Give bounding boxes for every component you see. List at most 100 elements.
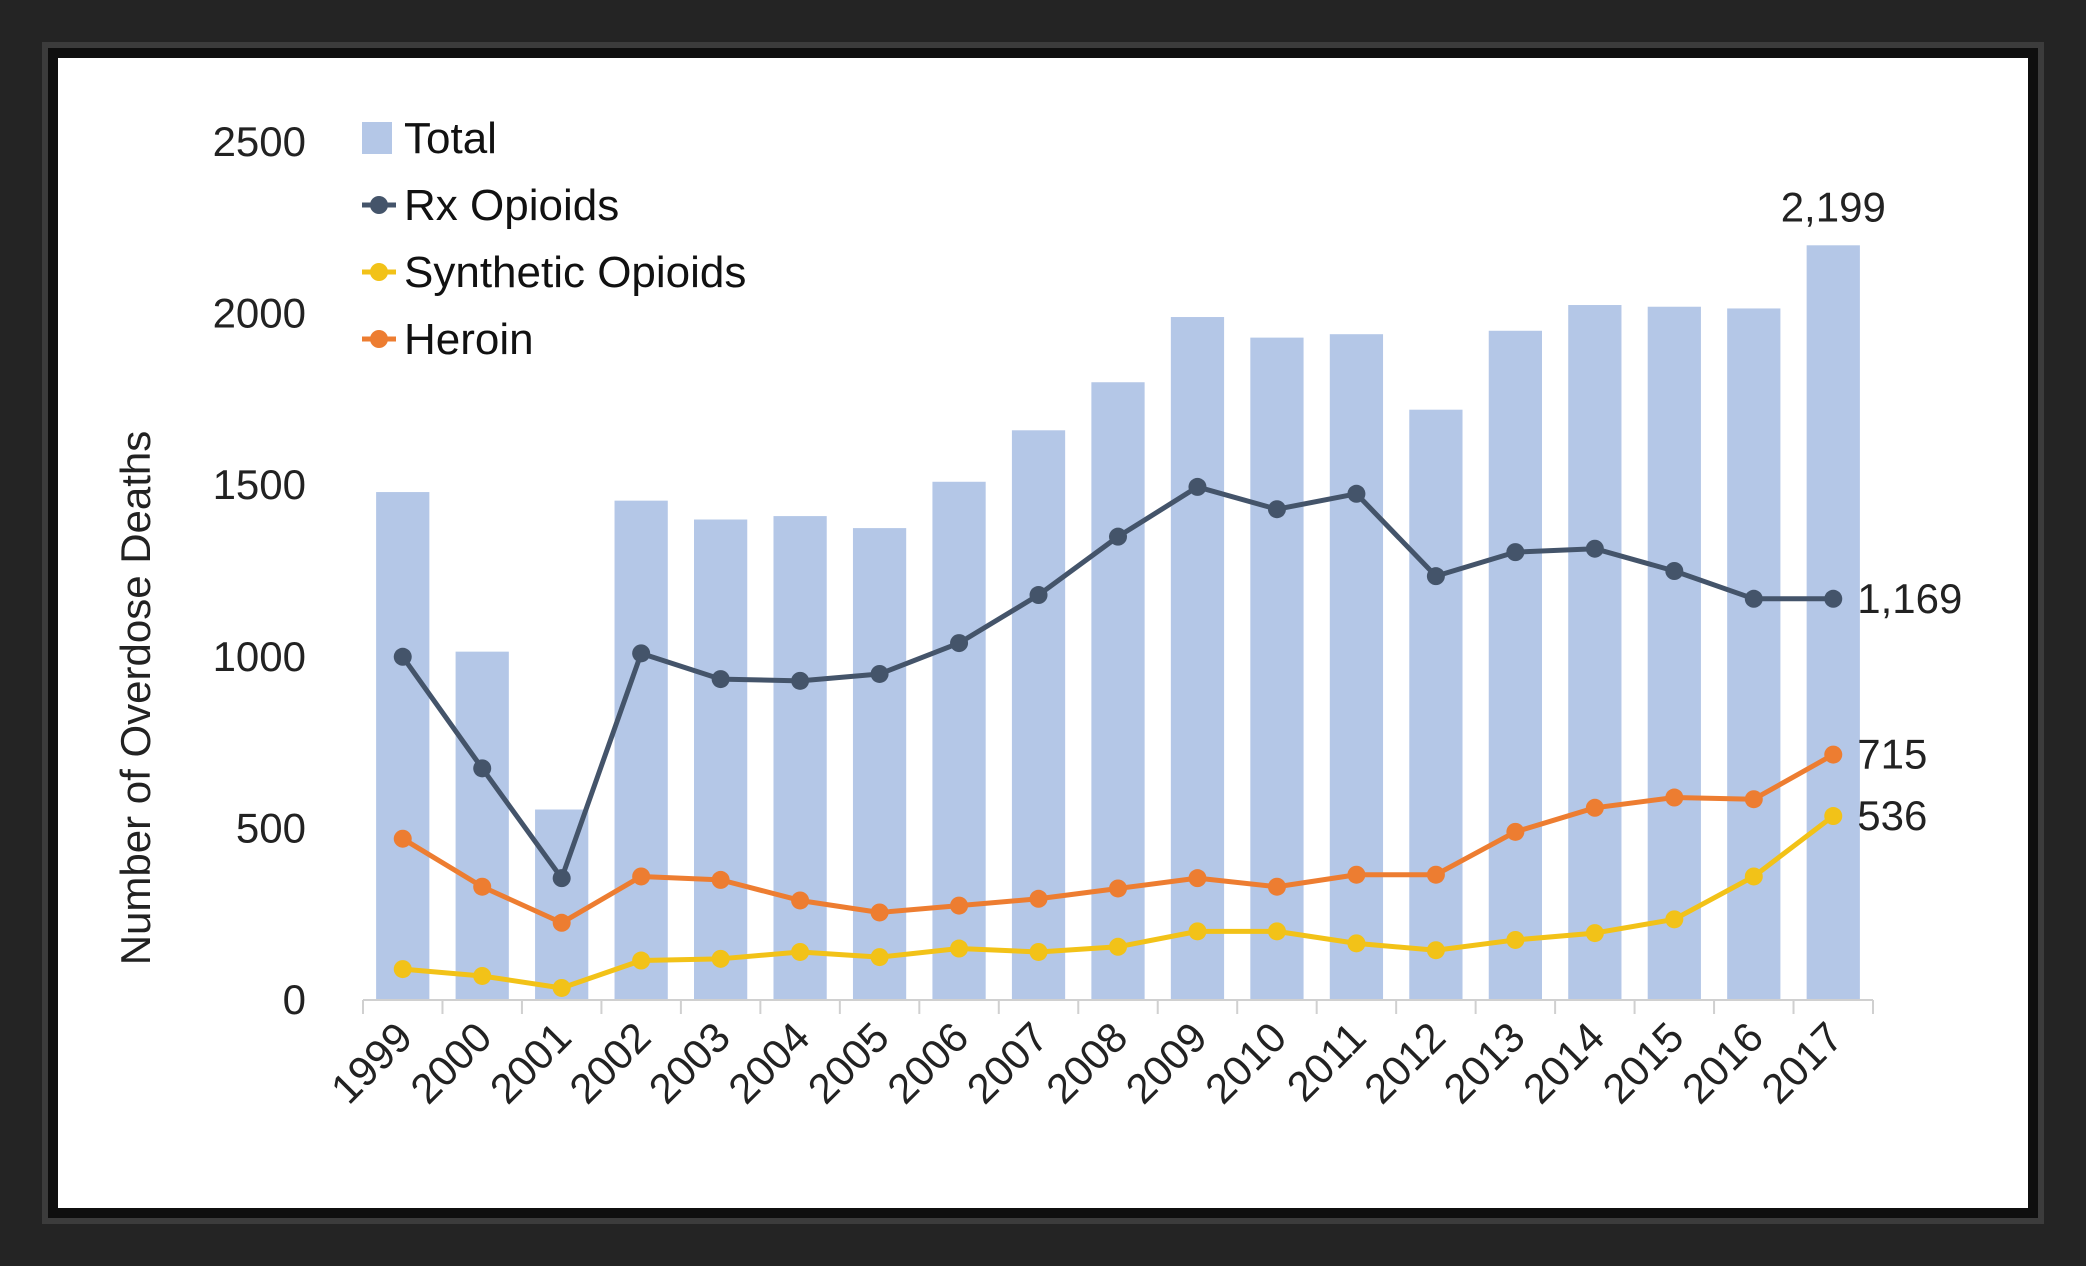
point-rx-opioids-2000 <box>473 759 492 778</box>
x-tick-label-2011: 2011 <box>1278 1013 1375 1110</box>
y-tick-label: 1000 <box>213 633 306 680</box>
x-tick-label-2010: 2010 <box>1196 1013 1295 1112</box>
bar-total-2011 <box>1329 334 1384 1000</box>
data-label-heroin: 715 <box>1857 731 1927 778</box>
point-rx-opioids-2014 <box>1585 539 1604 558</box>
bar-total-2005 <box>852 528 907 1000</box>
bar-total-2007 <box>1011 430 1066 1001</box>
point-heroin-2000 <box>473 877 492 896</box>
point-heroin-2013 <box>1506 822 1525 841</box>
point-synthetic-opioids-2009 <box>1188 922 1207 941</box>
y-tick-label: 500 <box>236 804 306 851</box>
bar-total-2000 <box>455 651 509 1000</box>
point-synthetic-opioids-2015 <box>1665 910 1684 929</box>
point-synthetic-opioids-2007 <box>1029 942 1048 961</box>
point-rx-opioids-1999 <box>393 647 412 666</box>
chart: 0500100015002000250019992000200120022003… <box>58 58 2028 1208</box>
x-tick-label-1999: 1999 <box>322 1013 421 1112</box>
bar-total-2016 <box>1727 308 1781 1000</box>
y-tick-label: 2500 <box>213 118 306 165</box>
point-rx-opioids-2013 <box>1506 543 1525 562</box>
x-tick-label-2003: 2003 <box>640 1013 739 1112</box>
point-heroin-2005 <box>870 903 889 922</box>
legend-label-total: Total <box>404 114 497 163</box>
point-synthetic-opioids-1999 <box>393 960 412 979</box>
data-label-rx-opioids: 1,169 <box>1857 575 1962 622</box>
x-tick-label-2007: 2007 <box>958 1013 1057 1112</box>
legend-marker-rx-opioids <box>370 196 388 214</box>
x-tick-label-2017: 2017 <box>1752 1013 1851 1112</box>
point-synthetic-opioids-2017 <box>1824 807 1843 826</box>
point-synthetic-opioids-2008 <box>1109 937 1127 956</box>
bar-total-2002 <box>614 500 668 1000</box>
y-tick-label: 2000 <box>213 290 306 337</box>
point-rx-opioids-2007 <box>1029 586 1048 605</box>
x-tick-label-2005: 2005 <box>799 1013 898 1112</box>
x-tick-label-2004: 2004 <box>719 1013 818 1112</box>
point-heroin-2012 <box>1426 865 1445 884</box>
point-heroin-2007 <box>1029 889 1048 908</box>
point-rx-opioids-2004 <box>791 671 810 690</box>
point-rx-opioids-2009 <box>1188 477 1207 496</box>
point-synthetic-opioids-2016 <box>1744 867 1763 886</box>
point-heroin-2017 <box>1824 745 1843 764</box>
point-synthetic-opioids-2000 <box>473 966 492 985</box>
x-tick-label-2006: 2006 <box>878 1013 977 1112</box>
legend-label-heroin: Heroin <box>404 315 534 364</box>
point-rx-opioids-2002 <box>632 644 651 663</box>
point-synthetic-opioids-2010 <box>1267 922 1286 941</box>
point-heroin-2011 <box>1347 865 1366 884</box>
point-rx-opioids-2016 <box>1744 589 1763 608</box>
point-rx-opioids-2015 <box>1665 562 1684 580</box>
y-axis-label: Number of Overdose Deaths <box>112 431 159 966</box>
x-tick-label-2009: 2009 <box>1117 1013 1216 1112</box>
bar-total-2017 <box>1806 245 1860 1000</box>
point-rx-opioids-2010 <box>1267 500 1286 519</box>
data-labels-layer: 2,199 1,169 715 536 <box>1781 183 1963 839</box>
point-heroin-2008 <box>1109 879 1127 898</box>
point-heroin-2009 <box>1188 869 1207 888</box>
point-rx-opioids-2006 <box>950 634 969 653</box>
point-rx-opioids-2005 <box>870 664 889 683</box>
bar-total-1999 <box>376 492 430 1000</box>
point-synthetic-opioids-2004 <box>791 942 810 961</box>
point-synthetic-opioids-2014 <box>1585 924 1604 943</box>
point-heroin-2006 <box>950 896 969 915</box>
point-synthetic-opioids-2005 <box>870 948 889 967</box>
legend-marker-heroin <box>370 330 388 348</box>
point-heroin-1999 <box>393 829 412 848</box>
point-heroin-2001 <box>552 913 571 932</box>
bar-total-2009 <box>1170 317 1225 1001</box>
point-rx-opioids-2003 <box>711 670 730 689</box>
legend-label-synthetic-opioids: Synthetic Opioids <box>404 248 746 297</box>
legend-marker-synthetic-opioids <box>370 263 388 281</box>
bar-total-2006 <box>932 481 986 1000</box>
point-synthetic-opioids-2006 <box>950 939 969 958</box>
bar-total-2013 <box>1488 330 1542 1000</box>
y-tick-label: 0 <box>283 976 306 1023</box>
x-tick-label-2013: 2013 <box>1434 1013 1533 1112</box>
x-tick-label-2016: 2016 <box>1673 1013 1772 1112</box>
legend: Total Rx Opioids Synthetic Opioids Heroin <box>362 114 746 364</box>
point-heroin-2002 <box>632 867 651 886</box>
point-rx-opioids-2011 <box>1347 484 1366 503</box>
point-heroin-2010 <box>1267 877 1286 896</box>
x-tick-label-2008: 2008 <box>1037 1013 1136 1112</box>
point-synthetic-opioids-2012 <box>1426 941 1445 960</box>
x-tick-label-2015: 2015 <box>1593 1013 1692 1112</box>
data-label-total: 2,199 <box>1781 183 1886 230</box>
bar-total-2015 <box>1647 306 1701 1001</box>
point-synthetic-opioids-2013 <box>1506 930 1525 949</box>
bar-total-2010 <box>1250 337 1304 1000</box>
legend-label-rx-opioids: Rx Opioids <box>404 181 619 230</box>
bar-total-2014 <box>1568 305 1622 1000</box>
x-tick-label-2002: 2002 <box>560 1013 659 1112</box>
point-synthetic-opioids-2011 <box>1347 934 1366 953</box>
point-heroin-2014 <box>1585 798 1604 817</box>
y-tick-label: 1500 <box>213 461 306 508</box>
bar-total-2004 <box>773 516 827 1000</box>
point-heroin-2003 <box>711 870 730 889</box>
bar-total-2001 <box>535 809 589 1000</box>
point-synthetic-opioids-2002 <box>632 951 651 970</box>
point-rx-opioids-2017 <box>1824 589 1843 608</box>
